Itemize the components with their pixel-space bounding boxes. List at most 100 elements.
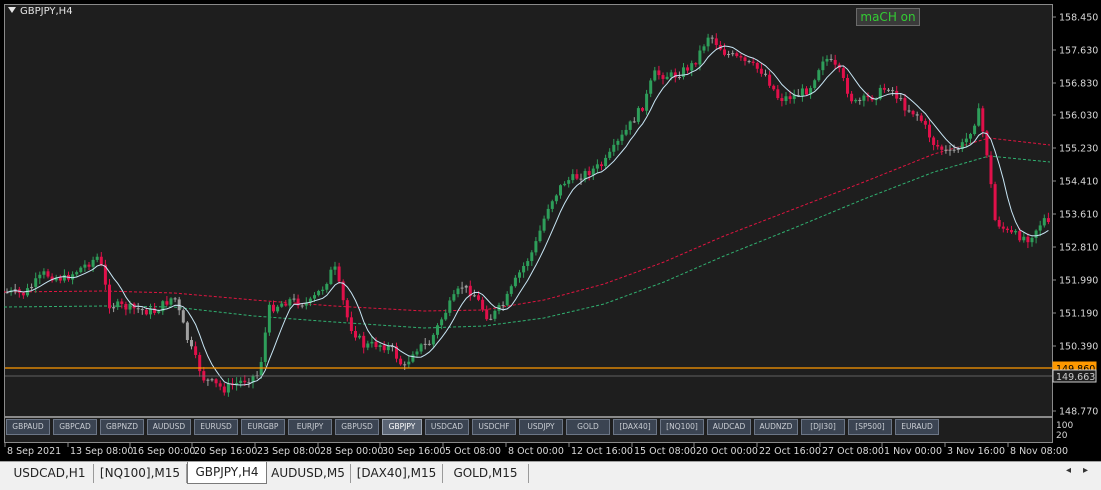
candle-body (936, 144, 940, 147)
tab-goldm15[interactable]: GOLD,M15 (443, 464, 529, 483)
symbol-button-audcad[interactable]: AUDCAD (707, 419, 751, 435)
symbol-button-gold[interactable]: GOLD (566, 419, 610, 435)
candle-body (485, 309, 489, 320)
candle-body (1010, 230, 1013, 233)
candle-body (50, 276, 54, 281)
candle-body (571, 174, 575, 181)
candle-body (923, 120, 927, 125)
candle-body (403, 364, 407, 366)
candle-body (419, 344, 423, 352)
symbol-button-euraud[interactable]: EURAUD (895, 419, 939, 435)
candle-body (395, 346, 398, 359)
candle-body (304, 302, 308, 306)
candle-body (452, 294, 456, 301)
candle-body (673, 72, 677, 78)
candle-body (759, 68, 763, 74)
candle-body (95, 256, 99, 260)
candle-body (296, 298, 300, 306)
candle-body (858, 99, 862, 101)
price-label: 148.770 (1059, 407, 1098, 418)
candle-body (677, 76, 681, 78)
symbol-button-dax40[interactable]: [DAX40] (613, 419, 657, 435)
candle-body (280, 303, 284, 307)
candle-body (559, 185, 562, 196)
tab-gbpjpyh4[interactable]: GBPJPY,H4 (187, 462, 267, 484)
dropdown-triangle-icon[interactable] (8, 7, 16, 13)
candle-body (989, 155, 993, 185)
tab-scroll-right-icon[interactable]: ▸ (1083, 465, 1089, 476)
candle-body (682, 67, 685, 77)
symbol-button-sp500[interactable]: [SP500] (848, 419, 892, 435)
plot-area[interactable] (4, 4, 1053, 417)
candle-body (764, 73, 767, 75)
candle-body (714, 38, 718, 46)
symbol-button-gbpusd[interactable]: GBPUSD (335, 419, 379, 435)
candle-body (34, 278, 38, 287)
time-label: 8 Oct 00:00 (508, 446, 564, 457)
candle-body (239, 380, 243, 383)
fast-ma-line (6, 45, 1049, 386)
symbol-button-usdchf[interactable]: USDCHF (472, 419, 516, 435)
symbol-title[interactable]: GBPJPY,H4 (8, 6, 73, 17)
price-axis: 158.450 157.630 156.830 156.030 155.230 154.4… (1052, 13, 1098, 441)
symbol-button-usdjpy[interactable]: USDJPY (519, 419, 563, 435)
candle-body (124, 303, 128, 310)
symbol-button-gbpcad[interactable]: GBPCAD (53, 419, 97, 435)
time-label: 15 Oct 08:00 (634, 446, 696, 457)
chart-frame[interactable]: 149.860149.663 158.450 157.630 156.830 156.… (4, 4, 1099, 460)
candle-body (620, 134, 624, 141)
symbol-button-gbpjpy[interactable]: GBPJPY (382, 419, 422, 435)
candle-body (62, 274, 66, 281)
candle-body (91, 259, 95, 267)
candle-body (1018, 231, 1022, 241)
candle-body (337, 266, 341, 282)
chart-window[interactable]: 149.860149.663 158.450 157.630 156.830 156.… (0, 0, 1101, 461)
candle-body (103, 264, 107, 285)
candle-body (768, 74, 772, 86)
symbol-button-audnzd[interactable]: AUDNZD (754, 419, 798, 435)
candle-body (456, 288, 460, 295)
candle-body (940, 146, 944, 150)
symbol-button-eurgbp[interactable]: EURGBP (241, 419, 285, 435)
symbol-button-audusd[interactable]: AUDUSD (147, 419, 191, 435)
candle-body (300, 305, 304, 307)
symbol-button-dji30[interactable]: [DJI30] (801, 419, 845, 435)
tab-audusdm5[interactable]: AUDUSD,M5 (266, 464, 351, 483)
candle-body (653, 70, 657, 81)
candle-body (472, 295, 476, 297)
candle-body (698, 50, 702, 65)
symbol-button-eurjpy[interactable]: EURJPY (288, 419, 332, 435)
candle-body (821, 61, 825, 71)
time-label: 5 Oct 08:00 (445, 446, 501, 457)
symbol-button-gbpaud[interactable]: GBPAUD (6, 419, 50, 435)
tab-usdcadh1[interactable]: USDCAD,H1 (6, 464, 94, 483)
candle-body (370, 341, 374, 344)
price-label: 158.450 (1059, 13, 1098, 24)
candle-body (272, 304, 275, 312)
chart-tab-bar: ◂ ▸ USDCAD,H1 [NQ100],M15 GBPJPY,H4 AUDUSD,… (0, 461, 1101, 490)
time-label: 20 Oct 00:00 (696, 446, 758, 457)
symbol-button-eurusd[interactable]: EURUSD (194, 419, 238, 435)
candle-body (899, 98, 903, 100)
candle-body (854, 99, 858, 102)
candle-body (522, 265, 526, 273)
symbol-button-usdcad[interactable]: USDCAD (425, 419, 469, 435)
candle-body (550, 201, 554, 209)
candle-body (116, 301, 120, 308)
candle-body (292, 298, 296, 300)
tab-nq100m15[interactable]: [NQ100],M15 (94, 464, 187, 483)
indicator-toggle-button[interactable]: maCH on (856, 8, 920, 26)
candle-body (624, 129, 628, 135)
symbol-button-nq100[interactable]: [NQ100] (660, 419, 704, 435)
candle-body (825, 58, 829, 62)
tab-dax40m15[interactable]: [DAX40],M15 (351, 464, 443, 483)
candle-body (973, 125, 977, 135)
tab-scroll-left-icon[interactable]: ◂ (1066, 465, 1072, 476)
price-label: 152.810 (1059, 243, 1098, 254)
symbol-button-gbpnzd[interactable]: GBPNZD (100, 419, 144, 435)
candle-body (505, 293, 509, 306)
candle-body (276, 306, 280, 312)
candle-body (120, 301, 124, 304)
candle-body (993, 184, 997, 220)
price-label: 156.030 (1059, 111, 1098, 122)
